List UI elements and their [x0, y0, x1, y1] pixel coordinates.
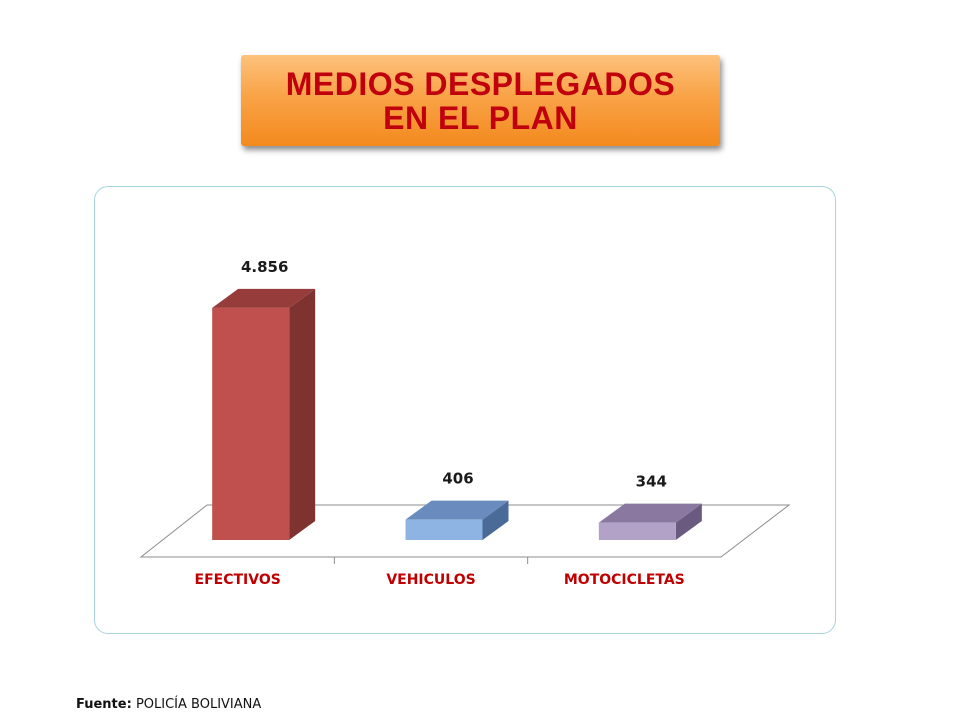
data-label-motocicletas: 344 [636, 473, 667, 491]
title-banner: MEDIOS DESPLEGADOS EN EL PLAN [241, 55, 720, 146]
bar-vehiculos [405, 519, 483, 540]
bar-top-vehiculos [405, 500, 509, 520]
title-line-1: MEDIOS DESPLEGADOS [285, 65, 676, 102]
bar-motocicletas [598, 522, 676, 540]
bar-efectivos [212, 307, 290, 540]
bar-side-motocicletas [675, 503, 702, 540]
source-text: POLICÍA BOLIVIANA [135, 697, 262, 712]
bar-side-efectivos [289, 288, 316, 540]
bar-top-motocicletas [598, 503, 702, 523]
data-label-vehiculos: 406 [442, 470, 473, 488]
title-line-2: EN EL PLAN [383, 99, 578, 136]
x-tick-label-efectivos: EFECTIVOS [195, 572, 281, 588]
bar-top-efectivos [212, 288, 316, 308]
source-note: Fuente: POLICÍA BOLIVIANA [76, 697, 261, 712]
x-tick-label-vehiculos: VEHICULOS [386, 572, 475, 588]
bar-side-vehiculos [482, 500, 509, 540]
x-tick-label-motocicletas: MOTOCICLETAS [564, 572, 685, 588]
source-prefix: Fuente: [76, 697, 132, 712]
data-label-efectivos: 4.856 [241, 258, 288, 276]
